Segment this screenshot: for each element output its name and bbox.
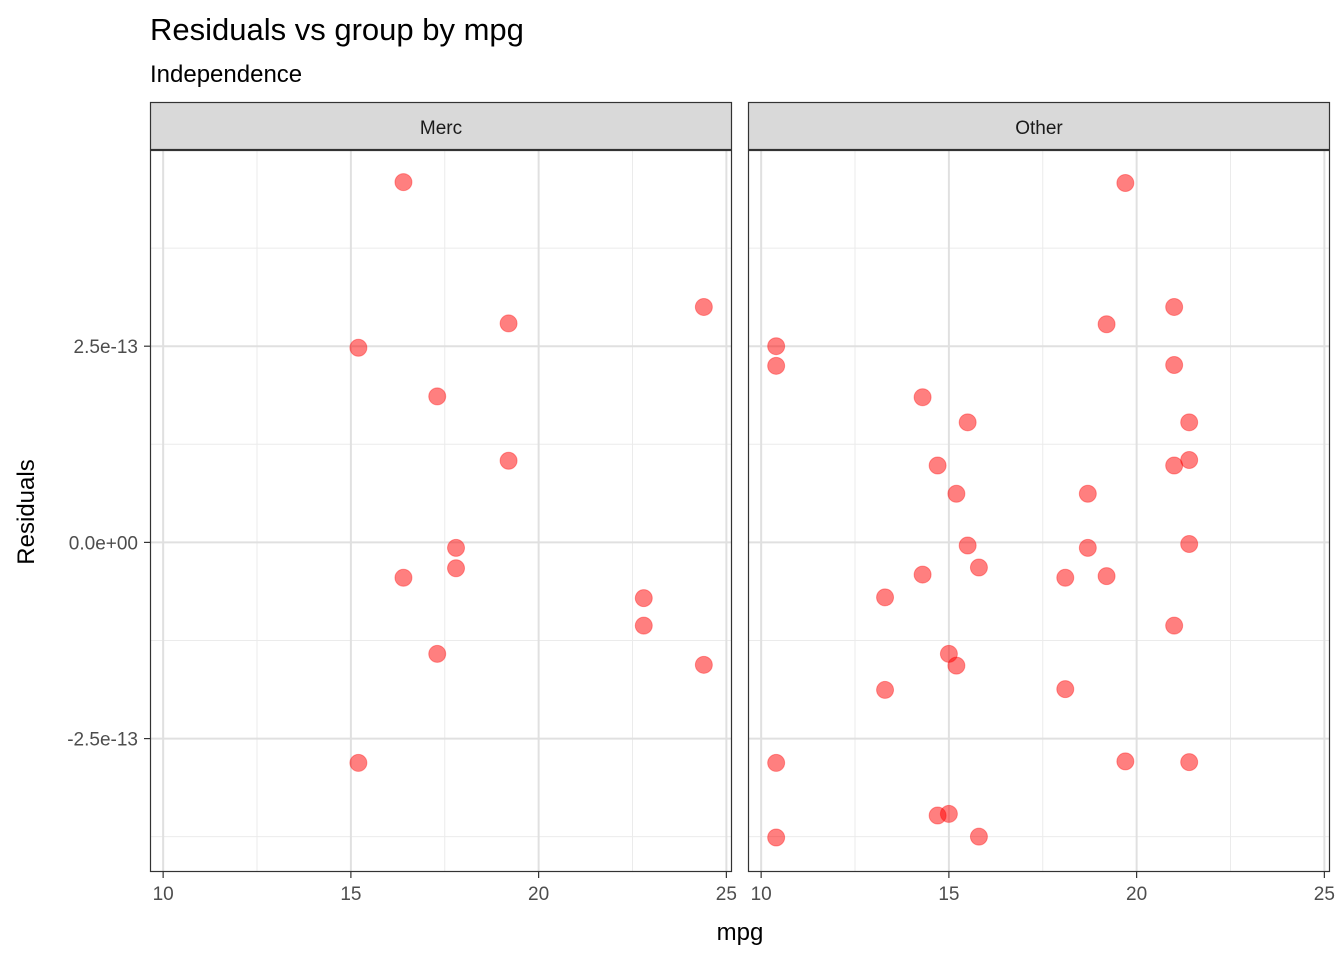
data-point <box>694 297 713 316</box>
facet-panels: Merc Other <box>149 101 1331 873</box>
facet-strip-label: Other <box>1015 118 1063 139</box>
data-point <box>447 559 466 578</box>
data-point <box>928 456 947 475</box>
data-point <box>913 565 932 584</box>
data-point <box>767 828 786 847</box>
facet-panel-merc: Merc <box>149 101 733 873</box>
x-tick-label: 10 <box>751 884 772 905</box>
data-point <box>1165 297 1184 316</box>
data-point <box>394 173 413 192</box>
chart-title: Residuals vs group by mpg <box>150 12 524 47</box>
data-point <box>1180 534 1199 553</box>
data-point <box>1165 616 1184 635</box>
panel-border <box>747 149 1331 873</box>
data-point <box>428 644 447 663</box>
y-axis: -2.5e-13 0.0e+00 2.5e-13 <box>67 337 150 751</box>
data-point <box>947 484 966 503</box>
x-tick-label: 20 <box>1126 884 1147 905</box>
facet-strip-label: Merc <box>420 118 462 139</box>
data-point <box>947 656 966 675</box>
x-axis: 10 15 20 25 10 15 20 25 <box>153 872 1335 905</box>
data-point <box>694 655 713 674</box>
data-point <box>1165 456 1184 475</box>
x-tick-label: 10 <box>153 884 174 905</box>
x-tick-label: 15 <box>938 884 959 905</box>
data-point <box>767 753 786 772</box>
data-point <box>1097 315 1116 334</box>
data-point <box>913 388 932 407</box>
y-axis-title: Residuals <box>13 459 40 564</box>
x-tick-label: 25 <box>716 884 737 905</box>
data-point <box>1180 450 1199 469</box>
data-point <box>1180 413 1199 432</box>
data-point <box>958 413 977 432</box>
data-point <box>1116 752 1135 771</box>
data-point <box>499 314 518 333</box>
data-point <box>1056 568 1075 587</box>
data-point <box>876 680 895 699</box>
panel-background <box>748 150 1330 872</box>
data-point <box>1116 173 1135 192</box>
data-point <box>1097 567 1116 586</box>
data-point <box>1078 538 1097 557</box>
facet-strip <box>149 101 733 151</box>
data-point <box>428 387 447 406</box>
panel-border <box>149 149 733 873</box>
data-point <box>1165 356 1184 375</box>
data-point <box>1180 753 1199 772</box>
y-tick-label: 2.5e-13 <box>74 337 138 358</box>
data-point <box>958 536 977 555</box>
panel-background <box>150 150 732 872</box>
data-point <box>767 337 786 356</box>
x-axis-title: mpg <box>717 919 764 946</box>
data-point <box>767 356 786 375</box>
data-point <box>969 558 988 577</box>
data-point <box>1078 484 1097 503</box>
y-tick-label: -2.5e-13 <box>67 730 138 751</box>
data-point <box>349 338 368 357</box>
y-tick-label: 0.0e+00 <box>69 533 138 554</box>
data-point <box>969 827 988 846</box>
data-point <box>394 568 413 587</box>
x-tick-label: 15 <box>340 884 361 905</box>
data-point <box>876 588 895 607</box>
facet-panel-other: Other <box>747 101 1331 873</box>
data-point <box>634 616 653 635</box>
x-tick-label: 25 <box>1314 884 1335 905</box>
data-point <box>447 538 466 557</box>
data-point <box>634 589 653 608</box>
data-point <box>1056 680 1075 699</box>
data-point <box>939 804 958 823</box>
data-point <box>349 753 368 772</box>
facet-strip <box>747 101 1331 151</box>
chart-subtitle: Independence <box>150 61 302 88</box>
data-point <box>499 451 518 470</box>
x-tick-label: 20 <box>528 884 549 905</box>
